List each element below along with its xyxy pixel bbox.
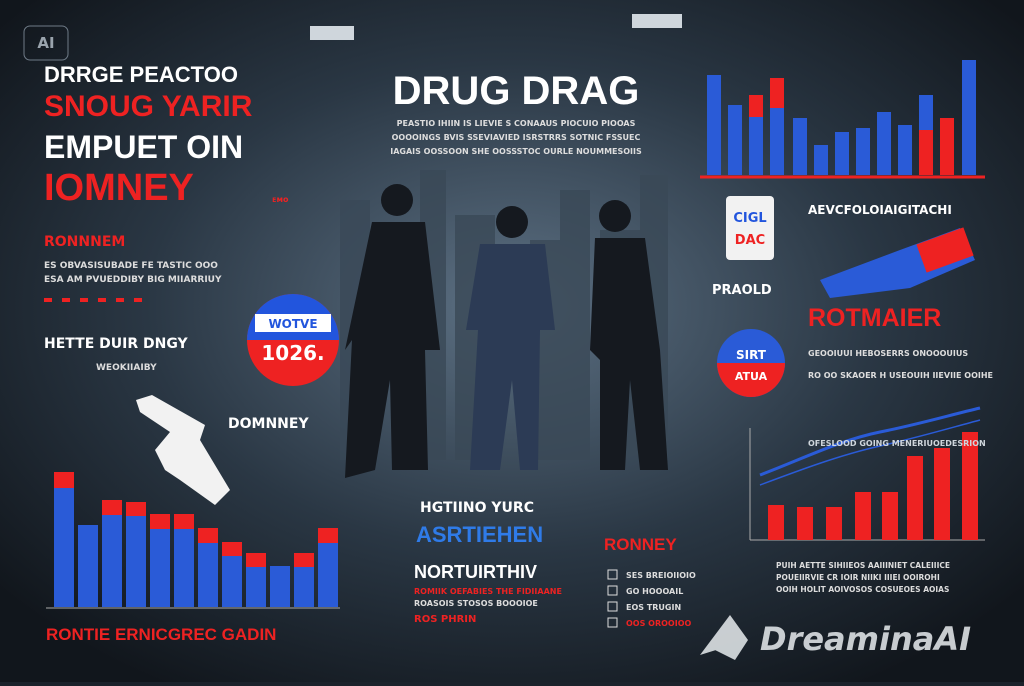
ceiling-light (310, 26, 354, 40)
legend-entry: SES BREIOIIOIO (626, 571, 696, 580)
headline: IOMNEY (44, 167, 194, 209)
badge: AI (37, 34, 54, 52)
watermark: DreaminaAI (760, 620, 971, 658)
subtitle: IAGAIS OOSSOON SHE OOSSSTOC OURLE NOUMME… (390, 147, 642, 156)
circle-text: SIRT (736, 348, 767, 362)
badge-top: WOTVE (268, 317, 317, 331)
bar-chart-left (46, 472, 340, 609)
lower-accent: ASRTIEHEN (416, 522, 543, 547)
chart-body: POUEIIRVIE CR IOIR NIIKI IIIEI OOIROHI (776, 573, 940, 582)
tag: ᴇᴍᴏ (272, 195, 289, 204)
subtitle: PEASTIO IHIIN IS LIEVIE S CONAAUS PIOCUI… (397, 119, 636, 128)
headline: SNOUG YARIR (44, 90, 253, 123)
body: ES OBVASISUBADE FE TASTIC OOO (44, 261, 218, 271)
watermark-logo (700, 615, 748, 660)
pill-label: PRAOLD (712, 283, 772, 298)
legend-boxes (607, 569, 618, 628)
section: RONNNEM (44, 234, 125, 250)
card-text: DAC (735, 233, 765, 248)
circle-half (717, 363, 785, 397)
legend-entry: OOS OROOIOO (626, 619, 691, 628)
lower-body: ROASOIS STOSOS BOOOIOE (414, 599, 538, 608)
body: ESA AM PVUEDDIBY BIG MIIARRIUY (44, 275, 222, 285)
headline: EMPUET OIN (44, 129, 243, 165)
silhouettes (345, 184, 668, 478)
legend-entry: EOS TRUGIN (626, 603, 681, 612)
chart-body: PUIH AETTE SIHIIEOS AAIIINIET CALEIIICE (776, 561, 950, 570)
pill-cap (916, 227, 974, 273)
chart-body: OOIH HOLIT AOIVOSOS COSUEOES AOIAS (776, 585, 949, 594)
title: DRUG DRAG (393, 69, 640, 113)
subbody: WEOKIIAIBY (96, 363, 157, 373)
ceiling-light (632, 14, 682, 28)
badge-band (255, 314, 331, 332)
bar-chart-top-right (700, 60, 985, 179)
right-body: RO OO SKAOER H USEOUIH IIEVIIE OOIHE (808, 371, 993, 380)
lower-title: NORTUIRTHIV (414, 562, 537, 582)
subhead: HETTE DUIR DNGY (44, 336, 189, 352)
right-body: GEOOIUUI HEBOSERRS ONOOOUIUS (808, 349, 968, 358)
subtitle: OOOOINGS BVIS SSEVIAVIED ISRSTRRS SOTNIC… (392, 133, 641, 142)
lower-body: ROMIIK OEFABIES THE FIDIIAANE (414, 587, 562, 596)
lower-tag: ROS PHRIN (414, 614, 476, 625)
line-label: OFESLOOD GOING MENERIUOEDESRION (808, 439, 986, 448)
card (726, 196, 774, 260)
legend-entry: GO HOOOAIL (626, 587, 683, 596)
headline: DRRGE PEACTOO (44, 62, 238, 87)
line-bar-chart (749, 406, 985, 541)
legend-title: RONNEY (604, 535, 677, 554)
badge-frame (23, 25, 69, 61)
heading: AEVCFOLOIAIGITACHI (808, 203, 952, 217)
dash-row (44, 298, 142, 302)
badge-value: 1026. (261, 341, 324, 365)
card-text: CIGL (733, 211, 766, 226)
lower-head: HGTIINO YURC (420, 500, 534, 516)
gun-icon (136, 395, 230, 505)
right-title: ROTMAIER (808, 304, 941, 332)
circle-text: ATUA (735, 370, 768, 383)
chart-title: RONTIE ERNICGREC GADIN (46, 625, 276, 644)
gun-label: DOMNNEY (228, 416, 309, 432)
